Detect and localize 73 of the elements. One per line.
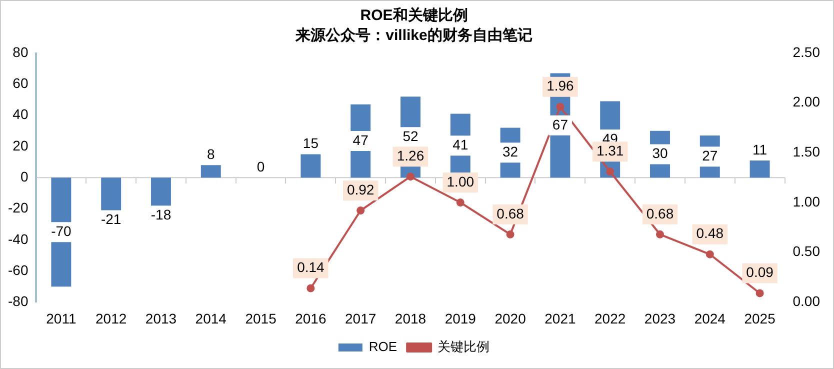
data-label: 1.31 bbox=[596, 142, 624, 158]
data-label: 52 bbox=[402, 128, 418, 144]
data-label: 27 bbox=[702, 147, 718, 164]
point bbox=[356, 206, 365, 214]
legend-label: 关键比例 bbox=[438, 339, 490, 354]
point bbox=[606, 168, 614, 176]
bar bbox=[750, 160, 770, 178]
x-tick-label: 2020 bbox=[494, 310, 526, 326]
y-tick-label: 20 bbox=[12, 137, 28, 154]
legend-label: ROE bbox=[368, 339, 398, 354]
data-label: 8 bbox=[206, 146, 215, 162]
data-label: 0.48 bbox=[696, 225, 724, 242]
x-tick-label: 2018 bbox=[394, 310, 426, 326]
bar bbox=[300, 154, 321, 178]
y-tick-label: -80 bbox=[8, 293, 28, 310]
data-label: 0.09 bbox=[746, 264, 774, 280]
y2-tick-label: 2.50 bbox=[792, 44, 820, 60]
x-tick-label: 2019 bbox=[444, 310, 476, 326]
y-tick-label: 40 bbox=[12, 106, 28, 122]
x-tick-label: 2014 bbox=[195, 310, 227, 326]
data-label: 0.68 bbox=[646, 205, 674, 222]
point bbox=[656, 230, 664, 238]
point bbox=[306, 284, 315, 292]
y2-tick-label: 0.00 bbox=[792, 293, 820, 310]
y-tick-label: 80 bbox=[12, 44, 28, 60]
y2-tick-label: 0.50 bbox=[792, 243, 820, 260]
point bbox=[706, 250, 714, 258]
y-tick-label: -20 bbox=[8, 200, 28, 216]
x-tick-label: 2015 bbox=[245, 310, 277, 326]
x-tick-label: 2017 bbox=[345, 310, 376, 326]
x-tick-label: 2012 bbox=[96, 310, 127, 326]
data-label: 15 bbox=[302, 135, 319, 152]
data-label: 1.00 bbox=[446, 173, 474, 190]
x-tick-label: 2025 bbox=[744, 310, 776, 326]
y-tick-label: 60 bbox=[12, 75, 28, 92]
data-label: 0 bbox=[256, 158, 265, 174]
y-tick-label: 0 bbox=[20, 168, 28, 184]
data-label: 11 bbox=[752, 141, 768, 158]
data-label: 41 bbox=[452, 136, 468, 153]
x-tick-label: 2013 bbox=[145, 310, 177, 326]
data-label: 0.14 bbox=[297, 259, 325, 276]
y2-tick-label: 1.50 bbox=[792, 144, 820, 160]
data-label: 1.96 bbox=[546, 78, 574, 94]
x-tick-label: 2023 bbox=[644, 310, 676, 326]
bar bbox=[200, 165, 221, 178]
x-tick-label: 2011 bbox=[46, 310, 76, 326]
x-tick-label: 2024 bbox=[694, 310, 726, 326]
point bbox=[556, 102, 564, 111]
data-label: -70 bbox=[51, 222, 72, 239]
chart-subtitle: 来源公众号：villike的财务自由笔记 bbox=[294, 27, 532, 44]
chart-title: ROE和关键比例 bbox=[360, 7, 468, 24]
data-label: 0.68 bbox=[496, 205, 524, 222]
data-label: 30 bbox=[652, 145, 668, 162]
bar bbox=[101, 178, 122, 210]
data-label: 67 bbox=[552, 116, 568, 132]
point bbox=[756, 289, 764, 298]
data-label: 1.26 bbox=[396, 147, 424, 164]
x-tick-label: 2016 bbox=[295, 310, 326, 326]
y-tick-label: -60 bbox=[8, 262, 28, 278]
x-tick-label: 2022 bbox=[594, 310, 626, 326]
data-label: -18 bbox=[150, 206, 172, 222]
data-label: 47 bbox=[352, 132, 369, 148]
data-label: 0.92 bbox=[346, 181, 374, 198]
data-label: 32 bbox=[502, 144, 518, 160]
bar bbox=[151, 178, 171, 206]
x-tick-label: 2021 bbox=[544, 310, 576, 326]
data-label: -21 bbox=[100, 211, 122, 228]
point bbox=[456, 198, 464, 207]
point bbox=[506, 230, 514, 238]
y2-tick-label: 1.00 bbox=[792, 193, 820, 210]
point bbox=[406, 172, 414, 181]
y2-tick-label: 2.00 bbox=[792, 94, 820, 110]
y-tick-label: -40 bbox=[8, 230, 28, 247]
